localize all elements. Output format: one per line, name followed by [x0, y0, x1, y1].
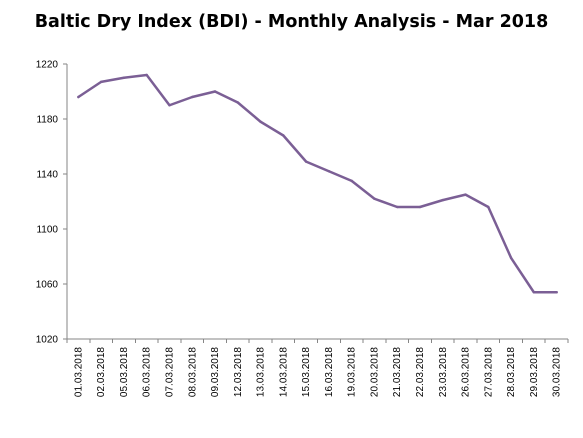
- axes: [63, 63, 569, 343]
- y-tick-label: 1020: [36, 335, 59, 346]
- data-point: [145, 73, 148, 77]
- y-tick-label: 1060: [36, 280, 59, 291]
- x-tick-label: 19.03.2018: [347, 347, 358, 397]
- data-point: [350, 179, 353, 183]
- data-point: [487, 205, 490, 209]
- x-tick-label: 29.03.2018: [529, 347, 540, 397]
- data-point: [327, 170, 331, 173]
- x-tick-label: 02.03.2018: [96, 347, 107, 397]
- data-point: [77, 95, 80, 99]
- data-point: [441, 198, 444, 202]
- data-point: [304, 160, 308, 163]
- data-point: [509, 256, 513, 260]
- y-tick-label: 1140: [36, 170, 58, 181]
- x-tick-label: 08.03.2018: [187, 347, 198, 397]
- x-tick-label: 27.03.2018: [483, 347, 494, 397]
- series-line: [77, 73, 558, 294]
- x-tick-label: 26.03.2018: [461, 347, 472, 397]
- data-point: [122, 76, 126, 79]
- x-tick-label: 14.03.2018: [278, 347, 289, 397]
- data-point: [213, 90, 217, 93]
- data-point: [236, 101, 239, 104]
- data-point: [373, 197, 376, 200]
- x-tick-label: 28.03.2018: [506, 347, 517, 397]
- x-tick-label: 16.03.2018: [324, 347, 335, 397]
- data-point: [555, 291, 558, 294]
- data-point: [168, 104, 171, 107]
- tick-labels: 1020 1060 1100 1140 1180 1220 01.03.2018 02.03.…: [36, 60, 563, 398]
- data-point: [532, 291, 536, 294]
- data-point: [259, 120, 262, 123]
- x-tick-label: 20.03.2018: [369, 347, 380, 397]
- x-tick-label: 05.03.2018: [119, 347, 130, 397]
- x-tick-label: 01.03.2018: [73, 347, 84, 397]
- y-tick-label: 1220: [36, 60, 59, 71]
- x-tick-label: 12.03.2018: [233, 347, 244, 397]
- x-tick-label: 30.03.2018: [552, 347, 563, 397]
- x-tick-label: 06.03.2018: [142, 347, 153, 397]
- x-tick-label: 13.03.2018: [256, 347, 267, 397]
- x-tick-label: 09.03.2018: [210, 347, 221, 397]
- series-layer: [77, 73, 558, 294]
- y-tick-label: 1100: [36, 225, 58, 236]
- chart-title: Baltic Dry Index (BDI) - Monthly Analysi…: [35, 12, 549, 32]
- y-tick-label: 1180: [36, 115, 58, 126]
- data-point: [282, 134, 285, 137]
- x-tick-label: 23.03.2018: [438, 347, 449, 397]
- data-point: [191, 95, 194, 99]
- x-tick-label: 07.03.2018: [164, 347, 175, 397]
- data-point: [418, 205, 422, 209]
- data-point: [464, 193, 467, 196]
- x-tick-label: 21.03.2018: [392, 347, 403, 397]
- x-tick-label: 22.03.2018: [415, 347, 426, 397]
- x-tick-label: 15.03.2018: [301, 347, 312, 397]
- data-point: [396, 205, 399, 209]
- data-point: [99, 80, 103, 84]
